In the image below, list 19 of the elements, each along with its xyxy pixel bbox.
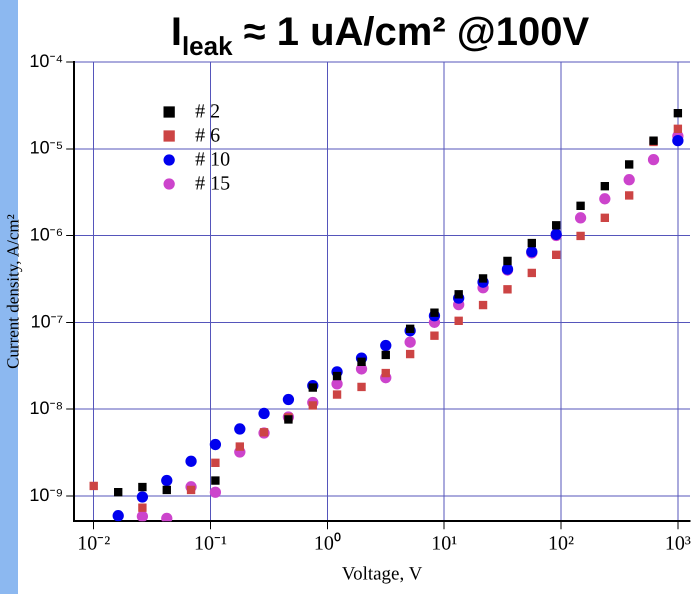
- x-axis-title: Voltage, V: [342, 564, 423, 585]
- y-tick-label: 10⁻⁹: [29, 484, 64, 505]
- x-tick-label: 10⁰: [314, 531, 341, 554]
- x-tick-label: 10³: [664, 532, 691, 554]
- y-tick-label: 10⁻⁵: [30, 138, 64, 158]
- legend-label: # 15: [195, 172, 230, 194]
- x-tick-label: 10⁻¹: [194, 532, 228, 554]
- y-tick-label: 10⁻⁷: [30, 311, 64, 332]
- y-tick-label: 10⁻⁸: [30, 398, 64, 418]
- y-tick-label: 10⁻⁶: [30, 224, 64, 244]
- x-tick-label: 10²: [548, 532, 574, 554]
- x-tick-label: 10¹: [431, 532, 458, 554]
- legend-label: # 10: [195, 148, 230, 170]
- y-axis-title: Current density, A/cm²: [4, 214, 23, 369]
- legend-label: # 6: [195, 124, 220, 146]
- x-tick-label: 10⁻²: [77, 532, 110, 554]
- legend-label: # 2: [195, 100, 220, 122]
- chart-title: I$_{leak}$ ≈ 1 uA/cm² @100V: [170, 9, 590, 63]
- y-tick-label: 10⁻⁴: [29, 50, 64, 71]
